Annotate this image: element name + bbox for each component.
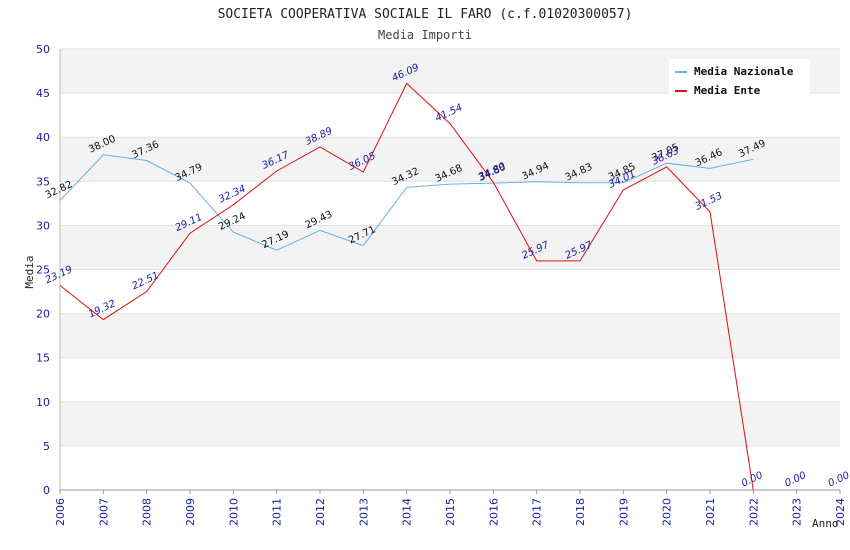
x-tick-label: 2024 <box>834 498 847 526</box>
x-tick-label: 2013 <box>357 498 370 526</box>
y-tick-label: 20 <box>36 308 50 321</box>
y-tick-label: 0 <box>43 484 50 497</box>
x-axis-label: Anno <box>812 517 839 530</box>
data-label-ente: 22.51 <box>130 270 161 292</box>
x-tick-label: 2010 <box>227 498 240 526</box>
y-tick-label: 15 <box>36 352 50 365</box>
chart-subtitle: Media Importi <box>378 28 472 42</box>
x-tick-labels: 2006 2007 2008 2009 2010 2011 2012 2013 2014 2015… <box>54 490 847 526</box>
grid-band <box>60 137 840 182</box>
x-tick-label: 2020 <box>661 498 674 526</box>
y-tick-label: 35 <box>36 175 50 188</box>
x-tick-label: 2014 <box>401 498 414 526</box>
chart-title: SOCIETA COOPERATIVA SOCIALE IL FARO (c.f… <box>218 7 633 22</box>
data-label-ente: 0.00 <box>827 470 850 489</box>
x-tick-label: 2022 <box>747 498 760 526</box>
y-tick-labels: 0 5 10 15 20 25 30 35 40 45 50 <box>36 43 50 497</box>
grid-bands <box>60 49 840 446</box>
x-tick-label: 2009 <box>184 498 197 526</box>
y-tick-label: 30 <box>36 219 50 232</box>
x-tick-label: 2016 <box>487 498 500 526</box>
legend-label-ente: Media Ente <box>694 84 761 97</box>
series-line-nazionale <box>59 154 754 251</box>
data-label-ente: 41.54 <box>434 102 465 124</box>
y-tick-label: 40 <box>36 131 50 144</box>
data-label-ente: 0.00 <box>783 470 808 489</box>
x-tick-label: 2021 <box>704 498 717 526</box>
x-tick-label: 2018 <box>574 498 587 526</box>
x-tick-label: 2008 <box>141 498 154 526</box>
legend: Media Nazionale Media Ente <box>669 59 810 97</box>
series-line-ente <box>59 82 754 491</box>
y-tick-label: 10 <box>36 396 50 409</box>
y-tick-label: 25 <box>36 264 50 277</box>
x-tick-label: 2015 <box>444 498 457 526</box>
y-tick-label: 45 <box>36 87 50 100</box>
x-tick-label: 2011 <box>271 498 284 526</box>
series-lines <box>59 82 754 491</box>
data-label-ente: 32.34 <box>217 183 248 205</box>
x-tick-label: 2019 <box>617 498 630 526</box>
legend-label-nazionale: Media Nazionale <box>694 65 794 78</box>
x-tick-label: 2006 <box>54 498 67 526</box>
data-label-ente: 31.53 <box>694 191 725 213</box>
y-tick-label: 5 <box>43 440 50 453</box>
legend-box <box>669 59 810 97</box>
grid-band <box>60 401 840 446</box>
y-axis-label: Media <box>23 255 36 288</box>
x-tick-label: 2012 <box>314 498 327 526</box>
x-tick-label: 2023 <box>791 498 804 526</box>
x-tick-label: 2007 <box>97 498 110 526</box>
x-tick-label: 2017 <box>531 498 544 526</box>
grid-lines <box>60 48 840 447</box>
grid-band <box>60 313 840 358</box>
y-tick-label: 50 <box>36 43 50 56</box>
